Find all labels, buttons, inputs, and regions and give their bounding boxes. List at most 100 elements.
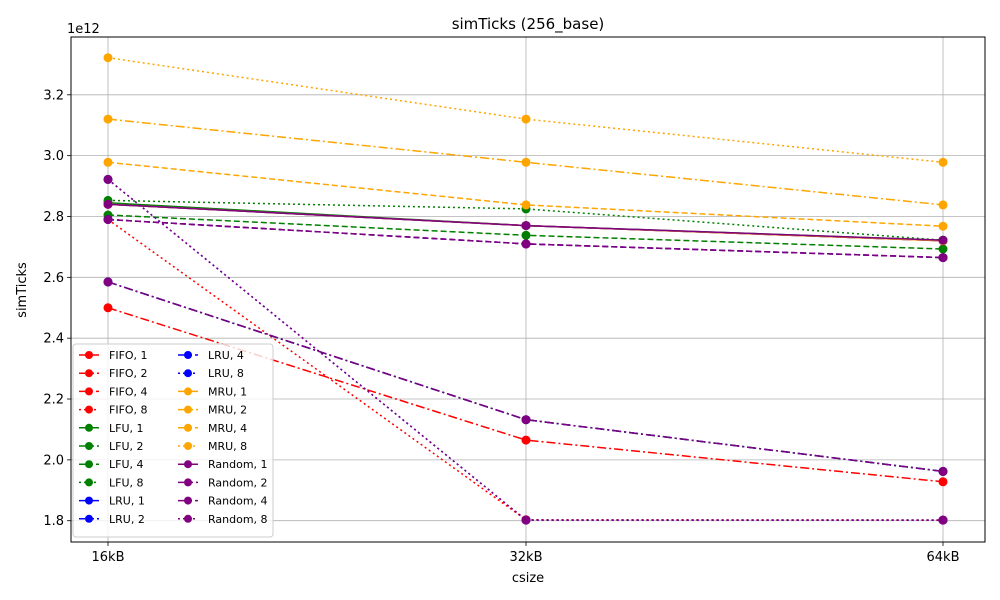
legend-marker (85, 387, 93, 396)
data-point (103, 53, 113, 63)
plot-frame (70, 36, 986, 543)
data-point (103, 303, 113, 313)
y-tick-label: 2.6 (43, 271, 64, 286)
data-point (521, 515, 531, 525)
series-line (107, 281, 944, 473)
legend-marker (184, 496, 192, 505)
data-point (938, 253, 948, 263)
y-tick-label: 3.2 (43, 88, 64, 103)
y-tick-label: 2.4 (43, 332, 64, 347)
series-line (107, 218, 944, 521)
y-axis-label: simTicks (15, 262, 30, 318)
data-point (521, 239, 531, 249)
x-axis-label: csize (512, 571, 544, 586)
legend-label: LRU, 4 (208, 349, 244, 362)
data-point (521, 114, 531, 124)
legend-label: LFU, 8 (109, 476, 144, 489)
data-point (103, 157, 113, 167)
y-tick-label: 2.8 (43, 210, 64, 225)
legend-label: LRU, 8 (208, 367, 244, 380)
data-series (103, 53, 948, 525)
data-point (938, 244, 948, 254)
data-point (938, 477, 948, 487)
legend-marker (184, 351, 192, 359)
data-point (521, 230, 531, 240)
x-tick-label: 16kB (92, 550, 125, 565)
grid-lines (71, 37, 985, 542)
legend-label: Random, 1 (208, 458, 268, 471)
legend-marker (184, 478, 192, 487)
legend-marker (184, 423, 192, 432)
legend: FIFO, 1 FIFO, 2 FIFO, 4 FIFO, 8 LFU, 1 LFU, 2… (72, 343, 274, 538)
data-point (103, 277, 113, 287)
legend-label: LRU, 1 (109, 495, 145, 508)
data-point (103, 215, 113, 224)
data-point (521, 435, 531, 445)
series-random-8 (103, 174, 948, 525)
legend-label: LRU, 2 (109, 513, 145, 526)
x-tick-label: 64kB (927, 550, 960, 565)
data-point (938, 466, 948, 476)
legend-label: LFU, 2 (109, 440, 144, 453)
legend-marker (85, 405, 93, 414)
legend-marker (85, 423, 93, 432)
data-point (938, 157, 948, 167)
legend-label: FIFO, 1 (109, 349, 148, 362)
series-mru-2 (103, 157, 948, 231)
legend-label: MRU, 8 (208, 440, 247, 453)
y-tick-label: 3.0 (43, 149, 64, 164)
data-point (938, 200, 948, 210)
y-tick-label: 1.8 (43, 514, 64, 529)
series-mru-4 (103, 114, 948, 210)
legend-marker (184, 514, 192, 523)
series-line (107, 56, 944, 164)
legend-marker (184, 405, 192, 414)
legend-box (72, 343, 274, 538)
legend-marker (85, 442, 93, 450)
legend-label: FIFO, 2 (109, 367, 148, 380)
chart-title: simTicks (256_base) (452, 15, 605, 34)
legend-marker (184, 460, 192, 469)
data-point (521, 200, 531, 210)
legend-label: Random, 2 (208, 476, 268, 489)
x-axis-ticks: 16kB 32kB 64kB (92, 542, 960, 565)
y-tick-label: 2.0 (43, 453, 64, 468)
series-line (107, 161, 944, 227)
y-axis-ticks: 1.8 2.0 2.2 2.4 2.6 2.8 3.0 3.2 (43, 88, 71, 529)
series-line (107, 199, 944, 241)
legend-marker (85, 496, 93, 505)
y-axis-offset-label: 1e12 (67, 22, 100, 37)
series-random-2 (103, 215, 948, 263)
legend-marker (85, 460, 93, 469)
data-point (521, 221, 531, 231)
legend-marker (85, 369, 93, 378)
legend-label: MRU, 2 (208, 404, 247, 417)
series-random-1 (103, 199, 948, 245)
legend-marker (184, 442, 192, 450)
data-point (938, 221, 948, 231)
x-tick-label: 32kB (510, 550, 543, 565)
legend-label: MRU, 4 (208, 422, 247, 435)
legend-label: Random, 8 (208, 513, 268, 526)
legend-label: Random, 4 (208, 495, 268, 508)
legend-label: LFU, 4 (109, 458, 144, 471)
series-fifo-4 (103, 303, 948, 487)
legend-marker (85, 514, 93, 523)
data-point (938, 515, 948, 525)
legend-label: FIFO, 8 (109, 404, 148, 417)
legend-marker (184, 387, 192, 396)
legend-label: MRU, 1 (208, 385, 247, 398)
data-point (103, 174, 113, 184)
legend-label: LFU, 1 (109, 422, 144, 435)
legend-label: FIFO, 4 (109, 385, 148, 398)
data-point (103, 114, 113, 124)
data-point (938, 235, 948, 245)
series-mru-8 (103, 53, 948, 167)
legend-marker (85, 351, 93, 359)
data-point (521, 415, 531, 425)
series-random-4 (103, 277, 948, 476)
data-point (521, 157, 531, 167)
data-point (103, 199, 113, 209)
y-tick-label: 2.2 (43, 393, 64, 408)
